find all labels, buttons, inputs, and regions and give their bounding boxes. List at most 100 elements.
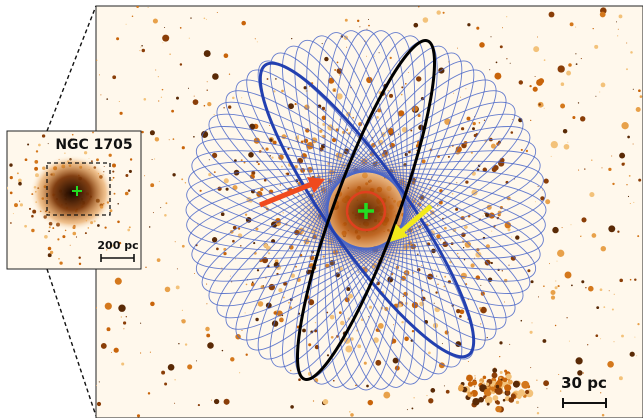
background-star xyxy=(336,68,343,74)
background-star xyxy=(141,45,143,47)
background-star xyxy=(271,156,274,159)
background-star xyxy=(184,182,187,184)
background-star xyxy=(626,68,628,71)
background-star xyxy=(503,301,506,303)
background-star xyxy=(213,171,216,173)
background-star xyxy=(437,283,439,286)
cluster-star xyxy=(253,137,260,144)
cluster-star xyxy=(234,159,237,162)
background-star xyxy=(515,235,520,240)
background-star xyxy=(627,195,630,198)
background-star xyxy=(456,47,459,49)
background-star xyxy=(241,20,246,26)
background-star xyxy=(494,367,496,369)
background-star xyxy=(509,343,511,345)
cluster-star xyxy=(377,323,384,329)
cluster-star xyxy=(272,140,277,145)
inset-star xyxy=(27,143,30,146)
cluster-star xyxy=(482,375,487,380)
inset-star xyxy=(52,227,55,230)
inset-star xyxy=(117,220,120,224)
cluster-star xyxy=(387,90,389,92)
background-star xyxy=(187,364,193,370)
inset-star xyxy=(18,178,22,183)
cluster-star xyxy=(486,402,490,406)
cluster-star xyxy=(494,388,497,391)
background-star xyxy=(158,100,160,102)
background-star xyxy=(557,249,565,257)
background-star xyxy=(211,152,218,159)
cluster-star xyxy=(467,381,474,387)
background-star xyxy=(154,158,156,160)
main-panel: 30 pc xyxy=(95,5,643,418)
background-star xyxy=(537,185,539,187)
background-star xyxy=(193,95,195,97)
background-star xyxy=(595,334,599,338)
inset-star xyxy=(19,200,21,202)
background-star xyxy=(608,290,610,292)
background-star xyxy=(581,280,585,284)
background-star xyxy=(309,86,310,88)
cluster-star xyxy=(352,116,355,119)
green-plus-icon xyxy=(358,203,374,219)
background-star xyxy=(595,95,597,97)
background-star xyxy=(472,121,476,126)
inset-star xyxy=(31,228,35,233)
cluster-star xyxy=(257,301,264,307)
background-star xyxy=(174,402,176,404)
background-star xyxy=(368,19,369,20)
inset-star xyxy=(9,175,13,180)
background-star xyxy=(441,343,443,345)
cluster-star xyxy=(346,287,351,292)
background-star xyxy=(162,34,170,42)
cluster-star xyxy=(495,384,500,389)
background-star xyxy=(534,201,536,203)
background-star xyxy=(255,317,259,322)
background-star xyxy=(350,337,354,341)
cluster-star xyxy=(466,116,471,121)
background-star xyxy=(368,316,370,318)
background-star xyxy=(540,196,545,201)
cluster-star xyxy=(348,293,354,299)
background-star xyxy=(164,382,168,386)
background-star xyxy=(428,398,434,404)
background-star xyxy=(575,63,578,65)
cluster-star xyxy=(279,184,282,186)
inset-star xyxy=(31,214,34,218)
background-star xyxy=(629,202,631,205)
background-star xyxy=(104,302,112,310)
cluster-star xyxy=(331,137,337,143)
cluster-star xyxy=(283,296,285,299)
background-star xyxy=(303,86,307,90)
inset-star xyxy=(103,166,105,168)
inset-star xyxy=(72,143,74,145)
background-star xyxy=(357,344,362,349)
cluster-star xyxy=(499,376,502,380)
inset-green-plus-icon xyxy=(72,186,82,196)
inset-star xyxy=(35,150,39,153)
background-star xyxy=(172,138,175,140)
background-star xyxy=(474,377,476,379)
background-star xyxy=(241,97,243,99)
background-star xyxy=(136,6,139,8)
background-star xyxy=(632,143,634,145)
cluster-star xyxy=(336,93,343,100)
background-star xyxy=(174,379,176,381)
background-star xyxy=(197,404,200,407)
background-star xyxy=(527,269,531,273)
main-scale-bar xyxy=(562,398,607,408)
background-star xyxy=(543,107,545,109)
background-star xyxy=(613,341,615,343)
background-star xyxy=(162,42,164,44)
background-star xyxy=(585,287,587,289)
background-star xyxy=(121,362,125,366)
background-star xyxy=(501,270,503,272)
background-star xyxy=(511,119,513,120)
background-star xyxy=(495,61,498,64)
inset-star xyxy=(24,224,27,228)
background-star xyxy=(220,212,225,217)
background-star xyxy=(322,399,329,405)
blue-ellipse xyxy=(258,61,476,359)
background-star xyxy=(507,228,511,232)
inset-star xyxy=(78,256,81,259)
